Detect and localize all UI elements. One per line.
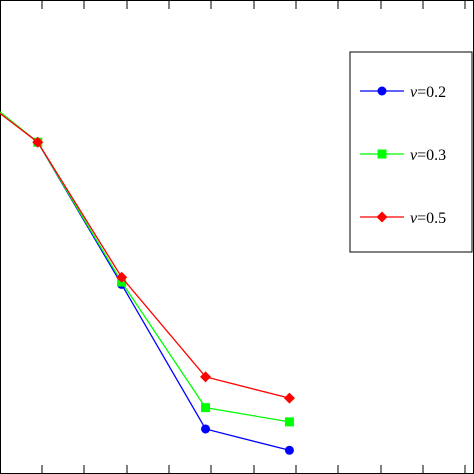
legend-value: =0.2 — [417, 84, 446, 101]
series-line — [0, 111, 290, 423]
legend-label: ν=0.3 — [410, 147, 446, 164]
legend-box — [349, 51, 473, 253]
plot-area — [0, 111, 295, 455]
data-point — [201, 424, 211, 434]
legend-variable: ν — [410, 147, 418, 164]
data-point — [200, 371, 212, 383]
legend-value: =0.5 — [417, 210, 446, 227]
series-line — [0, 111, 290, 451]
data-point — [201, 403, 211, 413]
data-point — [284, 417, 294, 427]
data-point — [32, 136, 44, 148]
legend-marker — [377, 149, 387, 159]
legend-marker — [376, 211, 388, 223]
legend-variable: ν — [410, 84, 418, 101]
legend-variable: ν — [410, 210, 418, 227]
data-point — [116, 271, 128, 283]
series-line — [0, 112, 290, 399]
legend-label: ν=0.5 — [410, 210, 446, 227]
data-point — [283, 392, 295, 404]
data-point — [284, 445, 294, 455]
legend: ν=0.2ν=0.3ν=0.5 — [349, 51, 473, 253]
legend-marker — [377, 86, 387, 96]
legend-label: ν=0.2 — [410, 84, 446, 101]
legend-value: =0.3 — [417, 147, 446, 164]
